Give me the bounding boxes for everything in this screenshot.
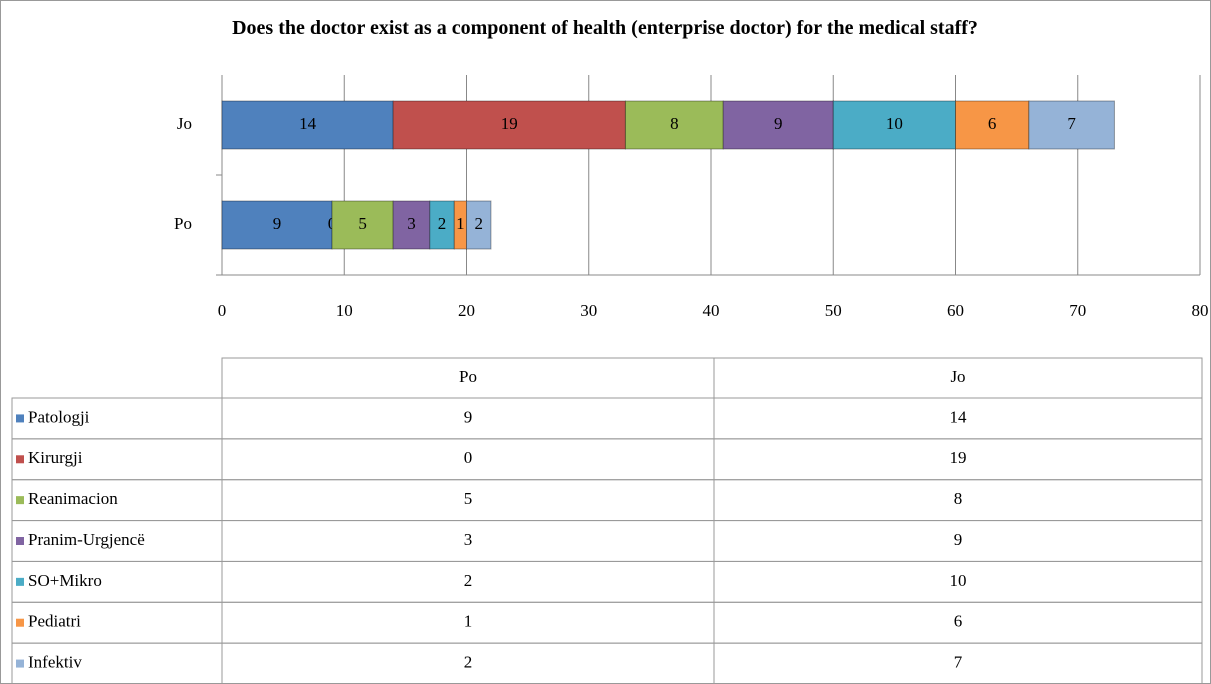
y-tick-label: Jo bbox=[177, 114, 192, 133]
x-tick-label: 70 bbox=[1069, 301, 1086, 320]
data-label: 6 bbox=[988, 114, 997, 133]
table-cell: 0 bbox=[464, 448, 473, 467]
table-row bbox=[11, 397, 1203, 440]
legend-swatch bbox=[16, 659, 24, 668]
bar-segment bbox=[392, 200, 431, 250]
bar-segment bbox=[221, 200, 333, 250]
x-tick-label: 50 bbox=[825, 301, 842, 320]
legend-swatch bbox=[16, 618, 24, 627]
bar-segment bbox=[955, 100, 1030, 150]
data-label: 14 bbox=[299, 114, 317, 133]
x-tick-label: 20 bbox=[458, 301, 475, 320]
table-row bbox=[11, 560, 1203, 603]
x-tick-label: 10 bbox=[336, 301, 353, 320]
table-cell: 6 bbox=[954, 612, 963, 631]
x-tick-label: 30 bbox=[580, 301, 597, 320]
data-label: 3 bbox=[407, 214, 416, 233]
bar-segment bbox=[466, 200, 492, 250]
table-cell: 2 bbox=[464, 571, 473, 590]
y-tick-label: Po bbox=[174, 214, 192, 233]
bar-segment bbox=[624, 100, 724, 150]
bar-segment bbox=[722, 100, 834, 150]
table-row bbox=[11, 642, 1203, 684]
legend-label: Kirurgji bbox=[28, 448, 83, 467]
data-label: 19 bbox=[501, 114, 518, 133]
data-label: 5 bbox=[358, 214, 367, 233]
legend-label: Pediatri bbox=[28, 612, 81, 631]
x-tick-label: 80 bbox=[1192, 301, 1209, 320]
bar-segment bbox=[1028, 100, 1115, 150]
legend-label: Infektiv bbox=[28, 652, 82, 671]
data-label: 8 bbox=[670, 114, 679, 133]
data-label: 9 bbox=[273, 214, 282, 233]
table-column-header: Jo bbox=[950, 367, 965, 386]
legend-swatch bbox=[16, 496, 24, 505]
table-row bbox=[11, 479, 1203, 522]
table-cell: 1 bbox=[464, 612, 473, 631]
legend-swatch bbox=[16, 414, 24, 423]
table-cell: 19 bbox=[950, 448, 967, 467]
bar-segment bbox=[221, 100, 394, 150]
table-column-header: Po bbox=[459, 367, 477, 386]
table-cell: 10 bbox=[950, 571, 967, 590]
table-header bbox=[221, 357, 1203, 399]
legend-swatch bbox=[16, 537, 24, 545]
table-row bbox=[11, 520, 1203, 562]
table-cell: 5 bbox=[464, 489, 473, 508]
table-cell: 14 bbox=[950, 407, 968, 426]
table-cell: 2 bbox=[464, 652, 473, 671]
table-cell: 9 bbox=[464, 407, 473, 426]
data-label: 2 bbox=[474, 214, 483, 233]
legend-label: Patologji bbox=[28, 407, 90, 426]
table-cell: 8 bbox=[954, 489, 963, 508]
data-label: 2 bbox=[438, 214, 447, 233]
table-row bbox=[11, 438, 1203, 481]
data-label: 9 bbox=[774, 114, 783, 133]
data-label: 7 bbox=[1067, 114, 1076, 133]
legend-label: Reanimacion bbox=[28, 489, 118, 508]
data-label: 10 bbox=[886, 114, 903, 133]
table-cell: 7 bbox=[954, 652, 963, 671]
chart-title: Does the doctor exist as a component of … bbox=[232, 17, 978, 39]
bar-segment bbox=[392, 100, 626, 150]
legend-swatch bbox=[16, 455, 24, 464]
x-tick-label: 60 bbox=[947, 301, 964, 320]
table-cell: 9 bbox=[954, 530, 963, 549]
table-row bbox=[11, 601, 1203, 644]
legend-label: Pranim-Urgjencë bbox=[28, 530, 145, 549]
x-tick-label: 0 bbox=[218, 301, 227, 320]
legend-label: SO+Mikro bbox=[28, 571, 102, 590]
legend-swatch bbox=[16, 577, 24, 586]
table-cell: 3 bbox=[464, 530, 473, 549]
data-label: 1 bbox=[456, 214, 465, 233]
x-tick-label: 40 bbox=[703, 301, 720, 320]
